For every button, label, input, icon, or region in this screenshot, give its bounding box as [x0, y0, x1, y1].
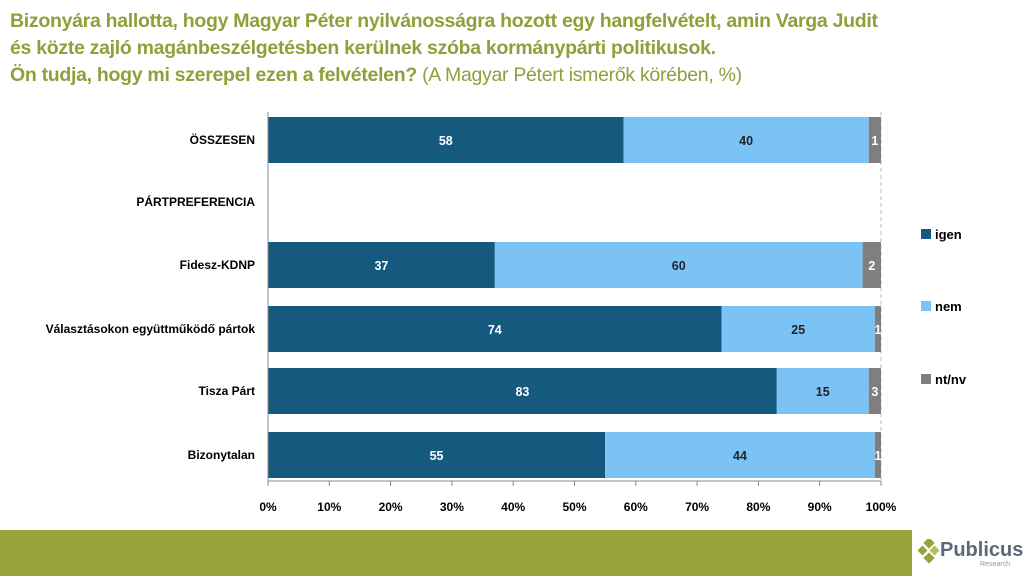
title-question: Ön tudja, hogy mi szerepel ezen a felvét… [10, 64, 417, 86]
x-tick-label: 40% [501, 500, 525, 514]
x-tick-label: 60% [624, 500, 648, 514]
title-line-1: Bizonyára hallotta, hogy Magyar Péter ny… [10, 10, 878, 32]
legend-swatch-nt-nv [921, 374, 931, 384]
x-tick-label: 50% [562, 500, 586, 514]
title-subtitle: (A Magyar Pétert ismerők körében, %) [416, 64, 742, 86]
publicus-logo: Publicus Research [918, 536, 1024, 572]
bar-igen [268, 117, 624, 163]
bar-nt-nv [874, 432, 881, 478]
logo-subtitle: Research [980, 561, 1010, 568]
x-tick-label: 10% [317, 500, 341, 514]
x-tick-label: 20% [379, 500, 403, 514]
category-label: ÖSSZESEN [190, 132, 255, 147]
data-label: 1 [874, 323, 881, 337]
data-label: 1 [874, 449, 881, 463]
logo-icon [918, 539, 940, 564]
bar-nt-nv [868, 368, 881, 414]
category-label: PÁRTPREFERENCIA [136, 194, 255, 209]
data-label: 3 [871, 385, 878, 399]
bar-igen [268, 306, 722, 352]
data-label: 2 [868, 259, 875, 273]
data-label: 55 [430, 449, 444, 463]
footer-bar [0, 530, 912, 576]
bar-nem [494, 242, 863, 288]
x-tick-label: 100% [866, 500, 897, 514]
data-label: 37 [374, 259, 388, 273]
data-label: 58 [439, 134, 453, 148]
bar-nem [623, 117, 869, 163]
bar-nt-nv [874, 306, 881, 352]
title-line-2: és közte zajló magánbeszélgetésben kerül… [10, 37, 716, 59]
bar-nt-nv [868, 117, 881, 163]
x-tick-label: 0% [259, 500, 277, 514]
legend-label: igen [935, 227, 962, 242]
bar-nt-nv [862, 242, 881, 288]
title-line-3: Ön tudja, hogy mi szerepel ezen a felvét… [10, 62, 1020, 89]
category-label: Bizonytalan [188, 448, 255, 462]
data-label: 25 [791, 323, 805, 337]
legend-swatch-igen [921, 229, 931, 239]
bar-nem [605, 432, 875, 478]
x-tick-label: 70% [685, 500, 709, 514]
legend-swatch-nem [921, 301, 931, 311]
bar-igen [268, 432, 606, 478]
x-tick-label: 90% [808, 500, 832, 514]
chart-title: Bizonyára hallotta, hogy Magyar Péter ny… [10, 8, 1020, 89]
data-label: 60 [672, 259, 686, 273]
category-label: Választásokon együttműködő pártok [46, 322, 256, 336]
category-label: Fidesz-KDNP [180, 258, 255, 272]
x-tick-label: 30% [440, 500, 464, 514]
data-label: 15 [816, 385, 830, 399]
bar-nem [776, 368, 869, 414]
data-label: 74 [488, 323, 502, 337]
data-label: 40 [739, 134, 753, 148]
x-tick-label: 80% [746, 500, 770, 514]
bar-nem [721, 306, 875, 352]
data-label: 1 [871, 134, 878, 148]
legend-label: nem [935, 299, 962, 314]
legend-label: nt/nv [935, 372, 967, 387]
data-label: 83 [515, 385, 529, 399]
bar-igen [268, 368, 777, 414]
logo-name: Publicus [940, 539, 1024, 561]
bar-igen [268, 242, 495, 288]
category-label: Tisza Párt [199, 384, 255, 398]
data-label: 44 [733, 449, 747, 463]
